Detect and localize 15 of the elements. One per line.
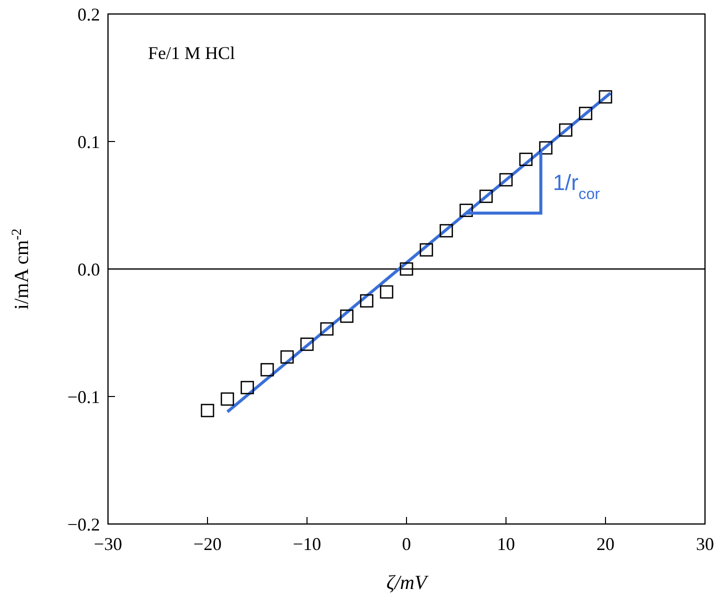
x-tick-label: 10 [497,534,515,554]
y-tick-label: −0.1 [67,386,100,407]
annotation: Fe/1 M HCl [148,43,236,63]
y-tick-label: 0.1 [78,132,100,152]
x-tick-label: −20 [193,534,222,554]
x-tick-label: 30 [696,534,714,554]
y-tick-label: 0.2 [78,4,100,24]
y-tick-label: −0.2 [67,514,100,534]
x-tick-label: −10 [292,534,322,554]
x-tick-label: 0 [402,534,411,554]
x-axis-title: ζ/mV [386,572,430,594]
annotation: 1/r$_{cor}$ [552,170,600,203]
x-tick-label: −30 [94,534,122,554]
y-tick-label: 0.0 [78,259,100,280]
x-tick-label: 20 [596,534,614,554]
